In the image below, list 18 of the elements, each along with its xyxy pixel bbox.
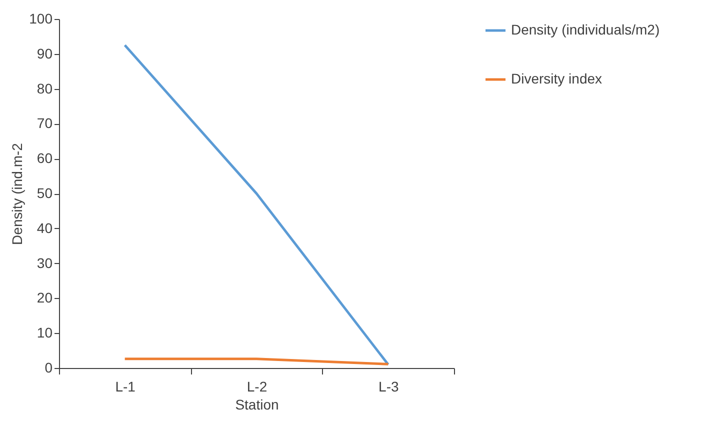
y-tick-label: 20 bbox=[36, 290, 53, 306]
y-axis-title: Density (ind.m-2 bbox=[9, 142, 26, 245]
y-tick-label: 0 bbox=[44, 360, 53, 376]
y-tick-label: 100 bbox=[29, 10, 53, 26]
y-tick-label: 90 bbox=[36, 45, 53, 62]
y-tick-label: 30 bbox=[36, 254, 53, 271]
legend-label: Density (individuals/m2) bbox=[511, 22, 660, 38]
x-tick-label: L-1 bbox=[115, 378, 136, 394]
x-axis-title: Station bbox=[235, 396, 279, 412]
y-tick-label: 50 bbox=[36, 185, 53, 201]
y-tick-label: 60 bbox=[36, 150, 53, 166]
legend-label: Diversity index bbox=[511, 70, 602, 86]
x-tick-label: L-3 bbox=[378, 378, 399, 394]
y-tick-label: 40 bbox=[36, 220, 53, 236]
y-tick-label: 10 bbox=[36, 324, 53, 341]
y-tick-label: 70 bbox=[36, 115, 53, 132]
y-tick-label: 80 bbox=[36, 80, 53, 96]
x-tick-label: L-2 bbox=[246, 378, 268, 394]
